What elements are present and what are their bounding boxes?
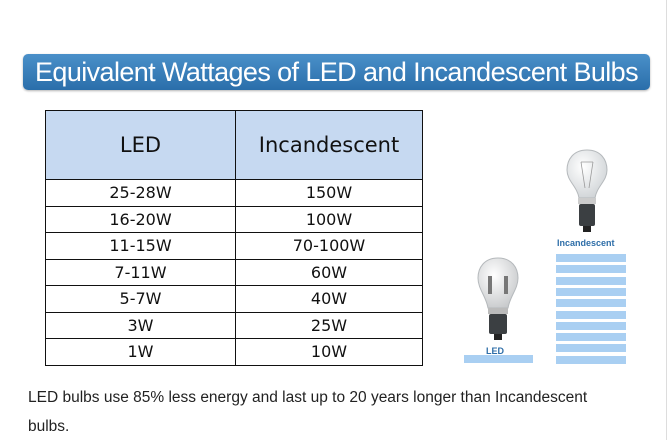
table-row: 5-7W 40W [45, 285, 423, 313]
page-title: Equivalent Wattages of LED and Incandesc… [23, 54, 650, 90]
incandescent-wattage-cell: 10W [235, 338, 423, 366]
table-row: 7-11W 60W [45, 258, 423, 286]
led-wattage-cell: 3W [45, 311, 236, 339]
table-row: 1W 10W [45, 338, 423, 366]
led-label: LED [486, 346, 504, 356]
led-wattage-cell: 1W [45, 338, 236, 366]
incandescent-bar [556, 355, 626, 364]
led-wattage-cell: 5-7W [45, 285, 236, 313]
incandescent-bar [556, 276, 626, 285]
led-wattage-cell: 16-20W [45, 205, 236, 233]
led-bar [464, 355, 533, 363]
incandescent-bar [556, 299, 626, 308]
header-incandescent: Incandescent [235, 110, 423, 180]
table-row: 16-20W 100W [45, 205, 423, 233]
incandescent-bar [556, 254, 626, 262]
table-header-row: LED Incandescent [45, 110, 423, 180]
table-row: 11-15W 70-100W [45, 232, 423, 260]
led-wattage-cell: 11-15W [45, 232, 236, 260]
table-row: 3W 25W [45, 311, 423, 339]
incandescent-wattage-cell: 150W [235, 179, 423, 207]
wattage-table: LED Incandescent 25-28W 150W 16-20W 100W 11-… [45, 110, 423, 366]
incandescent-bar [556, 344, 626, 353]
edge-divider [666, 0, 667, 440]
incandescent-wattage-cell: 25W [235, 311, 423, 339]
incandescent-bar [556, 287, 626, 296]
incandescent-wattage-cell: 70-100W [235, 232, 423, 260]
caption: LED bulbs use 85% less energy and last u… [28, 389, 588, 435]
incandescent-wattage-cell: 60W [235, 258, 423, 286]
incandescent-bar [556, 321, 626, 330]
incandescent-bar [556, 265, 626, 274]
incandescent-bar [556, 310, 626, 319]
header-led: LED [45, 110, 236, 180]
table-row: 25-28W 150W [45, 179, 423, 207]
incandescent-bar [556, 333, 626, 342]
incandescent-wattage-cell: 40W [235, 285, 423, 313]
led-bulb-icon [477, 257, 519, 340]
incandescent-wattage-cell: 100W [235, 205, 423, 233]
incandescent-label: Incandescent [557, 238, 615, 248]
incandescent-bulb-icon [566, 149, 608, 232]
led-wattage-cell: 25-28W [45, 179, 236, 207]
led-wattage-cell: 7-11W [45, 258, 236, 286]
